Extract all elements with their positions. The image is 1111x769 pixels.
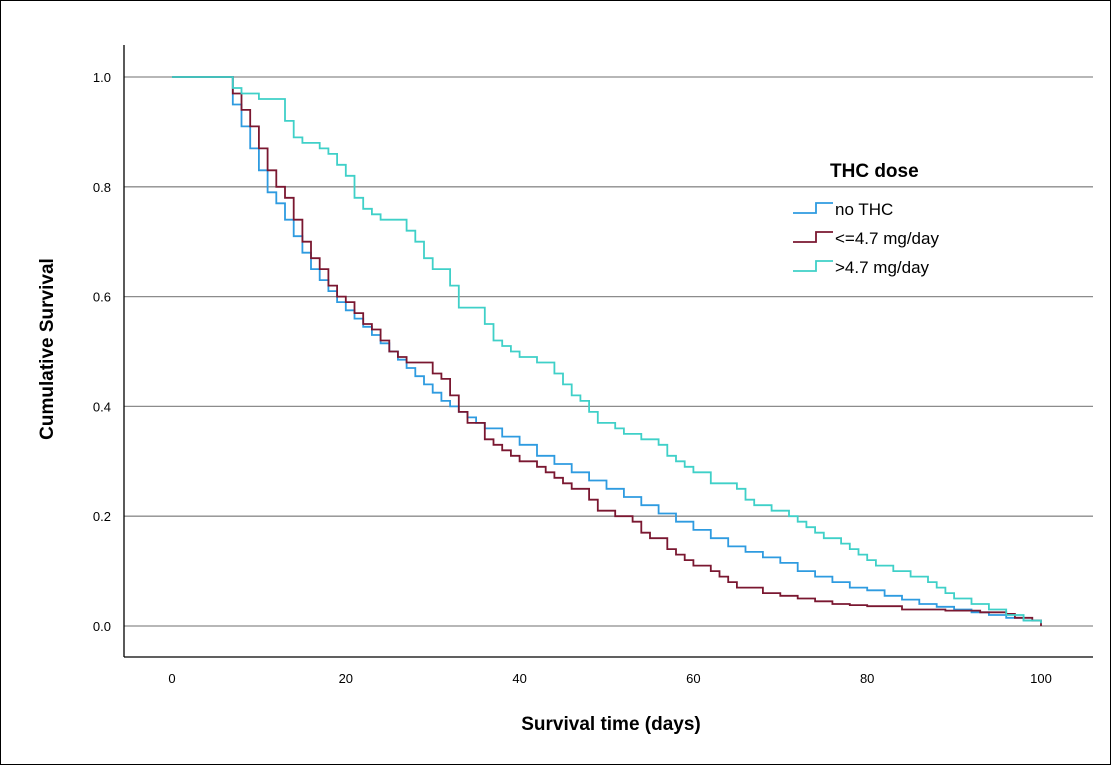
y-axis-title: Cumulative Survival bbox=[37, 258, 58, 440]
x-tick-label: 80 bbox=[860, 671, 874, 686]
x-tick-labels: 0 20 40 60 80 100 bbox=[168, 671, 1051, 686]
series-line-0 bbox=[172, 76, 1042, 624]
x-tick-label: 20 bbox=[339, 671, 353, 686]
y-tick-labels: 0.0 0.2 0.4 0.6 0.8 1.0 bbox=[93, 70, 111, 634]
legend-swatch bbox=[793, 260, 833, 272]
axes bbox=[123, 45, 1093, 658]
legend-label: <=4.7 mg/day bbox=[835, 229, 939, 248]
legend-label: no THC bbox=[835, 200, 893, 219]
x-tick-label: 0 bbox=[168, 671, 175, 686]
x-tick-label: 40 bbox=[512, 671, 526, 686]
y-tick-label: 0.6 bbox=[93, 290, 111, 305]
x-tick-label: 100 bbox=[1030, 671, 1052, 686]
legend-swatch bbox=[793, 202, 833, 214]
y-tick-label: 0.0 bbox=[93, 619, 111, 634]
y-tick-label: 0.4 bbox=[93, 399, 111, 414]
y-tick-label: 0.2 bbox=[93, 509, 111, 524]
gridlines bbox=[124, 76, 1093, 627]
legend-title: THC dose bbox=[830, 161, 919, 182]
x-axis-title: Survival time (days) bbox=[521, 714, 701, 735]
series-line-2 bbox=[172, 76, 1042, 624]
legend-swatch bbox=[793, 231, 833, 243]
series-lines bbox=[172, 76, 1042, 626]
y-tick-label: 0.8 bbox=[93, 180, 111, 195]
legend-label: >4.7 mg/day bbox=[835, 258, 930, 277]
y-tick-label: 1.0 bbox=[93, 70, 111, 85]
legend: THC dose no THC <=4.7 mg/day >4.7 mg/day bbox=[793, 161, 939, 277]
series-line-1 bbox=[172, 76, 1042, 626]
x-tick-label: 60 bbox=[686, 671, 700, 686]
